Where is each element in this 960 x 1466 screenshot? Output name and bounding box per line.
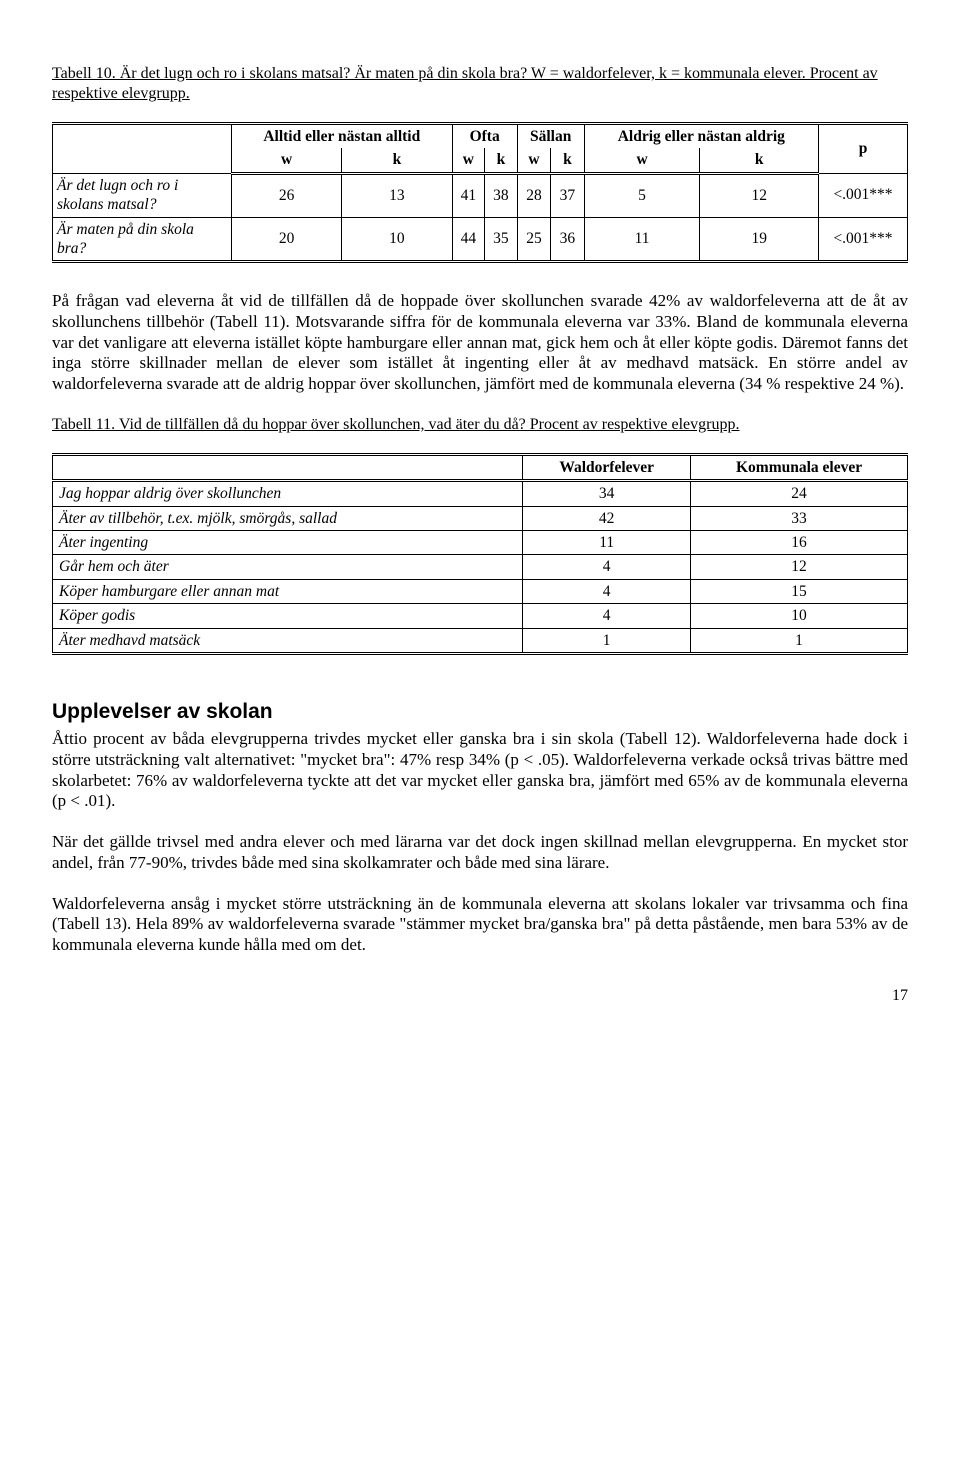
t10-sub-7: k (700, 148, 819, 173)
t11-row-5: Köper godis 4 10 (53, 604, 908, 628)
t11-r0-label: Jag hoppar aldrig över skollunchen (53, 481, 523, 506)
t10-sub-6: w (584, 148, 700, 173)
t11-r4-label: Köper hamburgare eller annan mat (53, 579, 523, 603)
t10-p-label: p (819, 124, 908, 174)
t11-r4-v0: 4 (523, 579, 691, 603)
t10-row0-label: Är det lugn och ro i skolans matsal? (53, 173, 232, 217)
t10-sub-5: k (551, 148, 584, 173)
t10-row1-v5: 36 (551, 217, 584, 262)
t11-row-1: Äter av tillbehör, t.ex. mjölk, smörgås,… (53, 506, 908, 530)
t11-r5-label: Köper godis (53, 604, 523, 628)
paragraph-2: Åttio procent av båda elevgrupperna triv… (52, 729, 908, 812)
t11-r6-v0: 1 (523, 628, 691, 653)
t10-row1-v7: 19 (700, 217, 819, 262)
t11-r3-v1: 12 (691, 555, 908, 579)
t10-row0-v0: 26 (232, 173, 342, 217)
t10-row0-p: <.001*** (819, 173, 908, 217)
t11-r4-v1: 15 (691, 579, 908, 603)
t11-r1-label: Äter av tillbehör, t.ex. mjölk, smörgås,… (53, 506, 523, 530)
t10-sub-0: w (232, 148, 342, 173)
t10-row-0: Är det lugn och ro i skolans matsal? 26 … (53, 173, 908, 217)
paragraph-1: På frågan vad eleverna åt vid de tillfäl… (52, 291, 908, 395)
t10-group-1: Ofta (452, 124, 517, 149)
t11-col-0: Waldorfelever (523, 454, 691, 480)
t11-col-1: Kommunala elever (691, 454, 908, 480)
t11-row-3: Går hem och äter 4 12 (53, 555, 908, 579)
t11-r3-v0: 4 (523, 555, 691, 579)
table10: Alltid eller nästan alltid Ofta Sällan A… (52, 122, 908, 263)
t10-row1-p: <.001*** (819, 217, 908, 262)
t11-row-0: Jag hoppar aldrig över skollunchen 34 24 (53, 481, 908, 506)
t11-r0-v1: 24 (691, 481, 908, 506)
t10-row1-v2: 44 (452, 217, 485, 262)
t10-row1-v1: 10 (342, 217, 452, 262)
t10-sub-2: w (452, 148, 485, 173)
t11-row-6: Äter medhavd matsäck 1 1 (53, 628, 908, 653)
paragraph-4: Waldorfeleverna ansåg i mycket större ut… (52, 894, 908, 956)
t11-r5-v1: 10 (691, 604, 908, 628)
t11-r6-label: Äter medhavd matsäck (53, 628, 523, 653)
t11-r2-v0: 11 (523, 531, 691, 555)
t11-row-2: Äter ingenting 11 16 (53, 531, 908, 555)
t11-r1-v0: 42 (523, 506, 691, 530)
table11-caption: Tabell 11. Vid de tillfällen då du hoppa… (52, 415, 908, 435)
t10-group-2: Sällan (517, 124, 584, 149)
t10-row0-v4: 28 (517, 173, 550, 217)
t10-group-0: Alltid eller nästan alltid (232, 124, 453, 149)
t10-row0-v1: 13 (342, 173, 452, 217)
t10-row0-v5: 37 (551, 173, 584, 217)
t10-row0-v6: 5 (584, 173, 700, 217)
t10-row1-v4: 25 (517, 217, 550, 262)
paragraph-3: När det gällde trivsel med andra elever … (52, 832, 908, 873)
t11-r6-v1: 1 (691, 628, 908, 653)
t10-sub-3: k (485, 148, 518, 173)
t10-row1-v0: 20 (232, 217, 342, 262)
t11-row-4: Köper hamburgare eller annan mat 4 15 (53, 579, 908, 603)
t10-group-3: Aldrig eller nästan aldrig (584, 124, 818, 149)
table11: Waldorfelever Kommunala elever Jag hoppa… (52, 453, 908, 655)
t10-row0-v2: 41 (452, 173, 485, 217)
t11-r3-label: Går hem och äter (53, 555, 523, 579)
t10-row1-v3: 35 (485, 217, 518, 262)
t10-sub-4: w (517, 148, 550, 173)
t10-row0-v7: 12 (700, 173, 819, 217)
t11-r0-v0: 34 (523, 481, 691, 506)
t11-r5-v0: 4 (523, 604, 691, 628)
t11-r2-label: Äter ingenting (53, 531, 523, 555)
section-heading: Upplevelser av skolan (52, 699, 908, 725)
table10-caption: Tabell 10. Är det lugn och ro i skolans … (52, 64, 908, 104)
page-number: 17 (52, 986, 908, 1006)
t10-sub-1: k (342, 148, 452, 173)
t10-row0-v3: 38 (485, 173, 518, 217)
t10-row1-v6: 11 (584, 217, 700, 262)
t10-row-1: Är maten på din skola bra? 20 10 44 35 2… (53, 217, 908, 262)
t11-r2-v1: 16 (691, 531, 908, 555)
t11-r1-v1: 33 (691, 506, 908, 530)
t10-row1-label: Är maten på din skola bra? (53, 217, 232, 262)
